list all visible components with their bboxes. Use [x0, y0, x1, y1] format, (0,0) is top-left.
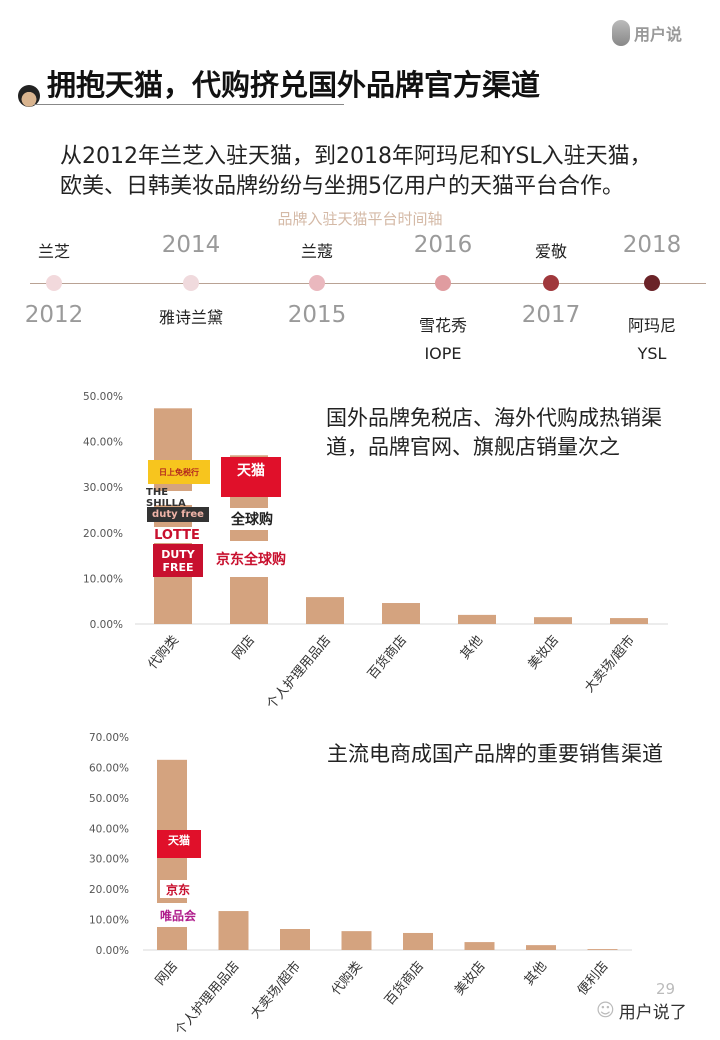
x-tick-label: 大卖场/超市 — [581, 632, 638, 695]
bar — [458, 614, 496, 624]
intro-line: 从2012年兰芝入驻天猫，到2018年阿玛尼和YSL入驻天猫， — [60, 144, 652, 169]
bar — [464, 942, 495, 950]
intro-text: 从2012年兰芝入驻天猫，到2018年阿玛尼和YSL入驻天猫， 欧美、日韩美妆品… — [60, 142, 652, 202]
bar — [306, 597, 344, 624]
timeline-dot — [543, 275, 559, 291]
jd-logo: 京东 — [160, 880, 196, 898]
y-tick-label: 0.00% — [96, 945, 129, 957]
timeline-year: 2015 — [287, 302, 347, 328]
brand-name: 用户说 — [634, 25, 683, 44]
lotte-duty-free-logo: DUTY FREE — [153, 544, 203, 577]
bar — [587, 949, 618, 950]
x-tick-label: 美妆店 — [525, 633, 562, 673]
timeline-year: 2017 — [521, 302, 581, 328]
y-tick-label: 20.00% — [83, 528, 123, 540]
x-tick-label: 代购类 — [145, 632, 182, 672]
brand-mark-icon — [612, 20, 630, 46]
timeline-axis — [30, 283, 706, 284]
tmall-logo: 天猫 — [157, 830, 201, 858]
timeline-brand: 兰蔻 — [300, 242, 334, 261]
timeline-brand: 阿玛尼 — [627, 316, 677, 335]
x-tick-label: 美妆店 — [452, 959, 489, 999]
chart2-annotation: 主流电商成国产品牌的重要销售渠道 — [327, 742, 663, 766]
vipshop-logo: 唯品会 — [156, 903, 200, 927]
x-tick-label: 百货商店 — [364, 632, 410, 682]
y-tick-label: 30.00% — [83, 482, 123, 494]
timeline-brand: 爱敬 — [534, 242, 568, 261]
x-tick-label: 网店 — [153, 959, 181, 989]
timeline-brand: 雪花秀 — [418, 316, 468, 335]
tmall-logo: 天猫 — [221, 457, 281, 497]
decorative-stripe — [0, 0, 108, 62]
page-number: 29 — [656, 980, 676, 998]
y-tick-label: 50.00% — [83, 391, 123, 403]
y-tick-label: 10.00% — [89, 915, 129, 927]
y-tick-label: 30.00% — [89, 854, 129, 866]
jd-global-logo: 京东全球购 — [216, 541, 286, 577]
bar — [218, 911, 249, 950]
shilla-duty-free-logo: duty free — [147, 507, 209, 522]
intro-line: 欧美、日韩美妆品牌纷纷与坐拥5亿用户的天猫平台合作。 — [60, 174, 624, 199]
timeline-dot — [309, 275, 325, 291]
x-tick-label: 便利店 — [575, 959, 612, 999]
timeline-year: 2014 — [161, 232, 221, 258]
page-title: 拥抱天猫，代购挤兑国外品牌官方渠道 — [47, 68, 541, 102]
x-tick-label: 网店 — [230, 633, 258, 663]
timeline-dot — [435, 275, 451, 291]
bar — [382, 603, 420, 624]
timeline-title: 品牌入驻天猫平台时间轴 — [277, 210, 443, 228]
x-tick-label: 个人护理用品店 — [264, 633, 334, 712]
y-tick-label: 70.00% — [89, 732, 129, 744]
lotte-logo: LOTTE — [150, 527, 204, 543]
y-tick-label: 0.00% — [90, 619, 123, 631]
x-tick-label: 代购类 — [328, 958, 365, 998]
y-tick-label: 40.00% — [89, 823, 129, 835]
bar — [526, 945, 556, 950]
timeline-brand: YSL — [637, 344, 667, 363]
y-tick-label: 10.00% — [83, 573, 123, 585]
x-tick-label: 其他 — [522, 959, 550, 989]
timeline-brand: 兰芝 — [37, 242, 71, 261]
x-tick-label: 其他 — [458, 633, 486, 663]
timeline-dot — [183, 275, 199, 291]
sunrise-duty-free-logo: 日上免税行 — [148, 460, 210, 484]
y-tick-label: 20.00% — [89, 884, 129, 896]
timeline-brand: IOPE — [424, 344, 462, 363]
timeline-brand: 雅诗兰黛 — [158, 308, 224, 327]
title-underline — [34, 104, 344, 105]
brand-logo: 用户说 — [612, 20, 682, 46]
y-tick-label: 40.00% — [83, 437, 123, 449]
shilla-logo: THE SHILLA — [146, 487, 210, 509]
timeline-year: 2016 — [413, 232, 473, 258]
timeline-year: 2018 — [622, 232, 682, 258]
y-tick-label: 50.00% — [89, 793, 129, 805]
chart1-annotation: 国外品牌免税店、海外代购成热销渠道，品牌官网、旗舰店销量次之 — [326, 406, 662, 459]
x-tick-label: 大卖场/超市 — [247, 958, 304, 1021]
bar — [534, 617, 572, 624]
cushion-compact-icon — [18, 85, 40, 107]
bar — [610, 618, 648, 624]
bar — [341, 931, 372, 950]
x-tick-label: 个人护理用品店 — [173, 959, 243, 1038]
timeline-dot — [46, 275, 62, 291]
timeline-year: 2012 — [24, 302, 84, 328]
timeline-dot — [644, 275, 660, 291]
bar — [280, 929, 310, 950]
bar — [403, 932, 433, 950]
y-tick-label: 60.00% — [89, 762, 129, 774]
account-name: 用户说了 — [618, 1003, 687, 1023]
wechat-icon: ☺ — [596, 1000, 615, 1021]
x-tick-label: 百货商店 — [381, 958, 427, 1008]
wechat-account: ☺ 用户说了 — [596, 998, 687, 1023]
tmall-global-logo: 全球购 — [219, 508, 285, 530]
